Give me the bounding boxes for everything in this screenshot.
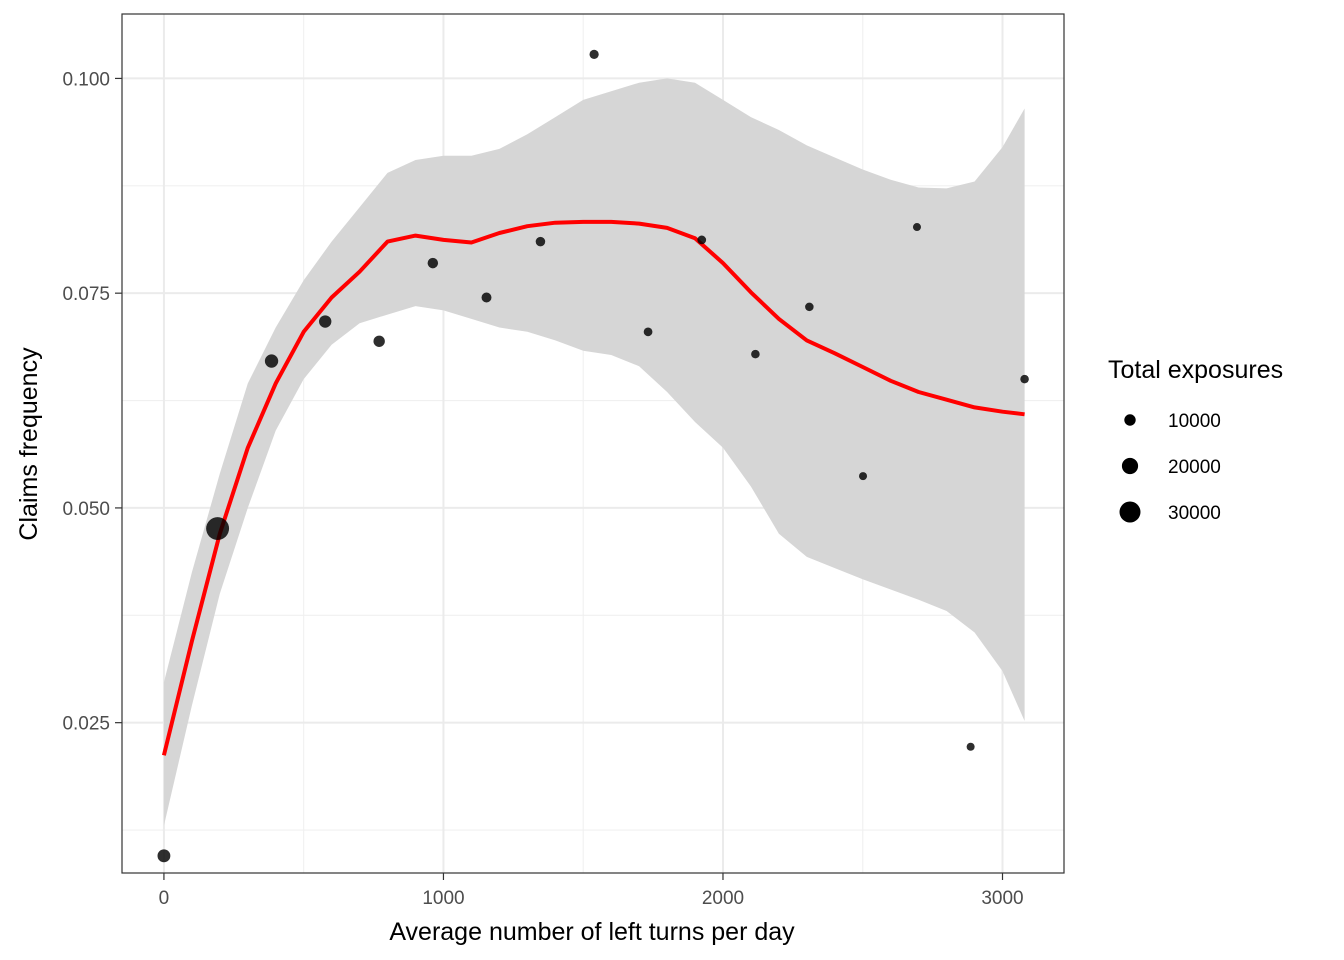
- data-point: [589, 49, 599, 59]
- data-point: [481, 292, 492, 303]
- legend-label: 20000: [1168, 457, 1221, 478]
- y-tick-label: 0.050: [62, 499, 110, 520]
- legend-key: [1121, 457, 1139, 475]
- data-points: [157, 49, 1029, 863]
- data-point: [319, 315, 332, 328]
- legend-label: 10000: [1168, 411, 1221, 432]
- y-tick-label: 0.025: [62, 714, 110, 735]
- data-point: [157, 849, 171, 863]
- x-tick-label: 3000: [981, 888, 1023, 909]
- plot-panel: [121, 13, 1065, 874]
- data-point: [859, 472, 868, 481]
- data-point: [427, 257, 439, 269]
- data-point: [643, 327, 653, 337]
- data-point: [751, 349, 760, 359]
- data-point: [206, 517, 230, 541]
- y-axis-title: Claims frequency: [15, 347, 43, 541]
- smooth-line: [161, 219, 1025, 756]
- data-point: [1020, 374, 1029, 384]
- x-tick-label: 0: [159, 888, 170, 909]
- x-tick-label: 1000: [422, 888, 464, 909]
- confidence-band: [163, 78, 1025, 826]
- x-tick-label: 2000: [702, 888, 744, 909]
- legend: Total exposures 10000 20000 30000: [1108, 356, 1283, 524]
- x-axis-title: Average number of left turns per day: [389, 918, 795, 946]
- legend-key: [1124, 414, 1136, 426]
- data-point: [535, 236, 546, 247]
- y-axis: 0.025 0.050 0.075 0.100: [62, 69, 122, 735]
- y-tick-label: 0.100: [62, 69, 110, 90]
- legend-title: Total exposures: [1108, 356, 1283, 384]
- legend-entries: 10000 20000 30000: [1119, 411, 1221, 524]
- legend-label: 30000: [1168, 503, 1221, 524]
- y-tick-label: 0.075: [62, 284, 110, 305]
- data-point: [697, 235, 707, 245]
- data-point: [805, 302, 814, 312]
- data-point: [966, 742, 975, 751]
- legend-key: [1119, 501, 1141, 523]
- data-point: [373, 335, 385, 347]
- x-axis: 0 1000 2000 3000: [159, 873, 1024, 909]
- panel-border: [121, 13, 1065, 874]
- data-point: [912, 223, 921, 232]
- data-point: [264, 354, 279, 368]
